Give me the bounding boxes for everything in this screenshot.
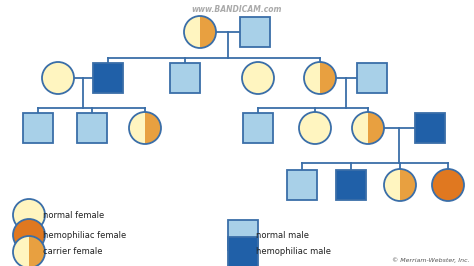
FancyBboxPatch shape (93, 63, 123, 93)
Text: normal female: normal female (43, 210, 104, 219)
Wedge shape (184, 16, 200, 48)
FancyBboxPatch shape (170, 63, 200, 93)
Wedge shape (320, 62, 336, 94)
Text: © Merriam-Webster, Inc.: © Merriam-Webster, Inc. (392, 257, 470, 263)
Wedge shape (200, 16, 216, 48)
Circle shape (299, 112, 331, 144)
FancyBboxPatch shape (415, 113, 445, 143)
Wedge shape (352, 112, 368, 144)
FancyBboxPatch shape (77, 113, 107, 143)
Wedge shape (400, 169, 416, 201)
Text: carrier female: carrier female (43, 247, 102, 256)
Text: hemophiliac female: hemophiliac female (43, 231, 126, 239)
FancyBboxPatch shape (357, 63, 387, 93)
Circle shape (242, 62, 274, 94)
FancyBboxPatch shape (336, 170, 366, 200)
FancyBboxPatch shape (287, 170, 317, 200)
Circle shape (42, 62, 74, 94)
Circle shape (13, 199, 45, 231)
FancyBboxPatch shape (240, 17, 270, 47)
Wedge shape (13, 236, 29, 266)
Text: www.BANDICAM.com: www.BANDICAM.com (192, 5, 282, 14)
Wedge shape (129, 112, 145, 144)
Circle shape (13, 219, 45, 251)
Text: normal male: normal male (256, 231, 309, 239)
Wedge shape (368, 112, 384, 144)
Wedge shape (145, 112, 161, 144)
Wedge shape (304, 62, 320, 94)
Wedge shape (29, 236, 45, 266)
FancyBboxPatch shape (228, 237, 258, 266)
FancyBboxPatch shape (243, 113, 273, 143)
Text: hemophiliac male: hemophiliac male (256, 247, 331, 256)
FancyBboxPatch shape (228, 220, 258, 250)
Circle shape (432, 169, 464, 201)
Wedge shape (384, 169, 400, 201)
FancyBboxPatch shape (23, 113, 53, 143)
